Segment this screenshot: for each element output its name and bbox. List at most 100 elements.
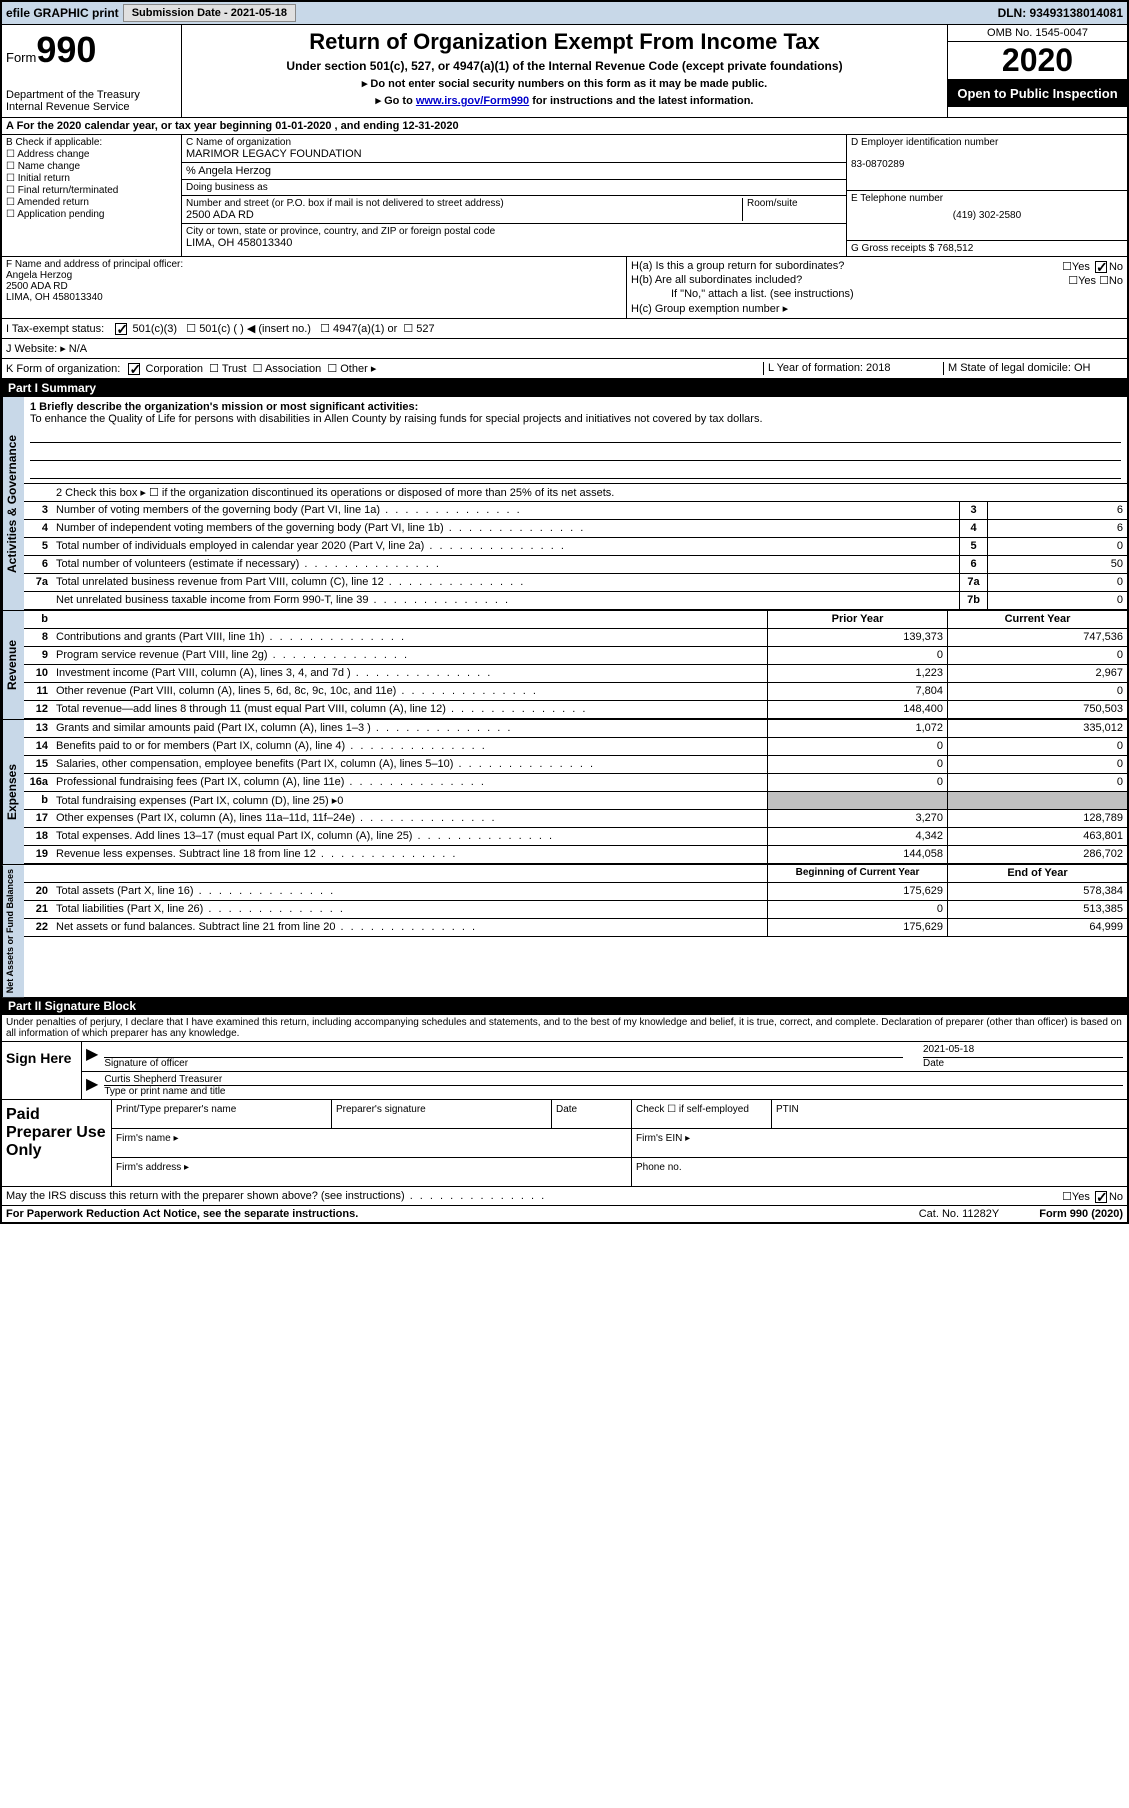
prior-val: 0 [767,756,947,773]
money-line-desc: Total revenue—add lines 8 through 11 (mu… [52,701,767,718]
addr-value: 2500 ADA RD [186,209,254,221]
prior-val: 175,629 [767,919,947,936]
sign-here-label: Sign Here [2,1042,82,1099]
vert-governance: Activities & Governance [2,397,24,610]
org-name: MARIMOR LEGACY FOUNDATION [186,148,362,160]
gov-line-val: 50 [987,556,1127,573]
money-line-desc: Total assets (Part X, line 16) [52,883,767,900]
hdr-prior: Prior Year [767,611,947,628]
chk-final[interactable]: ☐ Final return/terminated [6,185,177,196]
section-f: F Name and address of principal officer:… [2,257,627,318]
chk-name[interactable]: ☐ Name change [6,161,177,172]
gov-line-desc: Total unrelated business revenue from Pa… [52,574,959,591]
form-footer: For Paperwork Reduction Act Notice, see … [2,1206,1127,1222]
gov-line-desc: Total number of volunteers (estimate if … [52,556,959,573]
gov-line-box: 7a [959,574,987,591]
prior-val: 1,072 [767,720,947,737]
dept-label: Department of the Treasury Internal Reve… [6,89,177,113]
hdr-begin: Beginning of Current Year [767,865,947,882]
chk-initial[interactable]: ☐ Initial return [6,173,177,184]
mission-text: To enhance the Quality of Life for perso… [30,413,763,425]
curr-val: 64,999 [947,919,1127,936]
money-line-desc: Professional fundraising fees (Part IX, … [52,774,767,791]
prior-val: 3,270 [767,810,947,827]
submission-date-btn[interactable]: Submission Date - 2021-05-18 [123,4,296,22]
sig-arrow-icon: ▶ [86,1044,98,1069]
gov-line-desc: Number of independent voting members of … [52,520,959,537]
tel-label: E Telephone number [851,193,943,204]
prior-val: 7,804 [767,683,947,700]
prior-val: 4,342 [767,828,947,845]
gross-receipts: G Gross receipts $ 768,512 [851,243,973,254]
chk-corp[interactable] [128,363,140,375]
care-of: % Angela Herzog [186,165,271,177]
money-line-desc: Program service revenue (Part VIII, line… [52,647,767,664]
note-link: ▸ Go to www.irs.gov/Form990 for instruct… [186,94,943,107]
gov-line-desc: Total number of individuals employed in … [52,538,959,555]
gov-line-val: 0 [987,538,1127,555]
vert-expenses: Expenses [2,720,24,864]
prior-val: 175,629 [767,883,947,900]
discuss-row: May the IRS discuss this return with the… [2,1187,1127,1206]
firm-addr-label: Firm's address ▸ [112,1158,632,1186]
curr-val: 2,967 [947,665,1127,682]
section-h: H(a) Is this a group return for subordin… [627,257,1127,318]
year-formation: L Year of formation: 2018 [763,362,943,375]
state-domicile: M State of legal domicile: OH [943,362,1123,375]
phone-label: Phone no. [632,1158,1127,1186]
cat-no: Cat. No. 11282Y [919,1208,1000,1220]
form-label: Form990 [6,29,177,71]
mission-block: 1 Briefly describe the organization's mi… [24,397,1127,484]
line2-discontinue: 2 Check this box ▸ ☐ if the organization… [52,484,1127,501]
officer-addr: 2500 ADA RD [6,281,68,292]
curr-val: 335,012 [947,720,1127,737]
city-value: LIMA, OH 458013340 [186,237,292,249]
row-j-website: J Website: ▸ N/A [2,339,1127,359]
prior-val: 0 [767,647,947,664]
part2-header: Part II Signature Block [2,997,1127,1015]
form-title: Return of Organization Exempt From Incom… [186,29,943,55]
sig-name-label: Type or print name and title [104,1086,225,1097]
gov-line-desc: Net unrelated business taxable income fr… [52,592,959,609]
row-a-period: A For the 2020 calendar year, or tax yea… [2,118,1127,135]
chk-501c3[interactable] [115,323,127,335]
firm-ein-label: Firm's EIN ▸ [632,1129,1127,1157]
money-line-desc: Total liabilities (Part X, line 26) [52,901,767,918]
hdr-end: End of Year [947,865,1127,882]
gov-line-box: 6 [959,556,987,573]
sig-officer-label: Signature of officer [104,1058,188,1069]
money-line-desc: Other revenue (Part VIII, column (A), li… [52,683,767,700]
sig-date: 2021-05-18 [923,1044,974,1055]
curr-val: 0 [947,738,1127,755]
curr-val [947,792,1127,809]
curr-val: 0 [947,756,1127,773]
money-line-desc: Total fundraising expenses (Part IX, col… [52,792,767,809]
officer-name: Angela Herzog [6,270,72,281]
dln-label: DLN: 93493138014081 [998,6,1123,20]
irs-link[interactable]: www.irs.gov/Form990 [416,95,529,107]
curr-val: 578,384 [947,883,1127,900]
curr-val: 750,503 [947,701,1127,718]
room-label: Room/suite [747,198,798,209]
section-b-checkboxes: B Check if applicable: ☐ Address change … [2,135,182,256]
curr-val: 0 [947,647,1127,664]
prep-sig-label: Preparer's signature [332,1100,552,1128]
vert-net: Net Assets or Fund Balances [2,865,24,997]
money-line-desc: Revenue less expenses. Subtract line 18 … [52,846,767,863]
chk-discuss-no[interactable] [1095,1191,1107,1203]
sig-name: Curtis Shepherd Treasurer [104,1074,1123,1086]
tax-year: 2020 [948,42,1127,80]
prior-val: 1,223 [767,665,947,682]
paid-prep-label: Paid Preparer Use Only [2,1100,112,1186]
curr-val: 463,801 [947,828,1127,845]
chk-amended[interactable]: ☐ Amended return [6,197,177,208]
chk-ha-no[interactable] [1095,261,1107,273]
ein-value: 83-0870289 [851,159,904,170]
prior-val: 139,373 [767,629,947,646]
gov-line-box: 3 [959,502,987,519]
gov-line-desc: Number of voting members of the governin… [52,502,959,519]
sig-arrow-icon-2: ▶ [86,1074,98,1097]
chk-address[interactable]: ☐ Address change [6,149,177,160]
chk-pending[interactable]: ☐ Application pending [6,209,177,220]
omb-label: OMB No. 1545-0047 [948,25,1127,42]
